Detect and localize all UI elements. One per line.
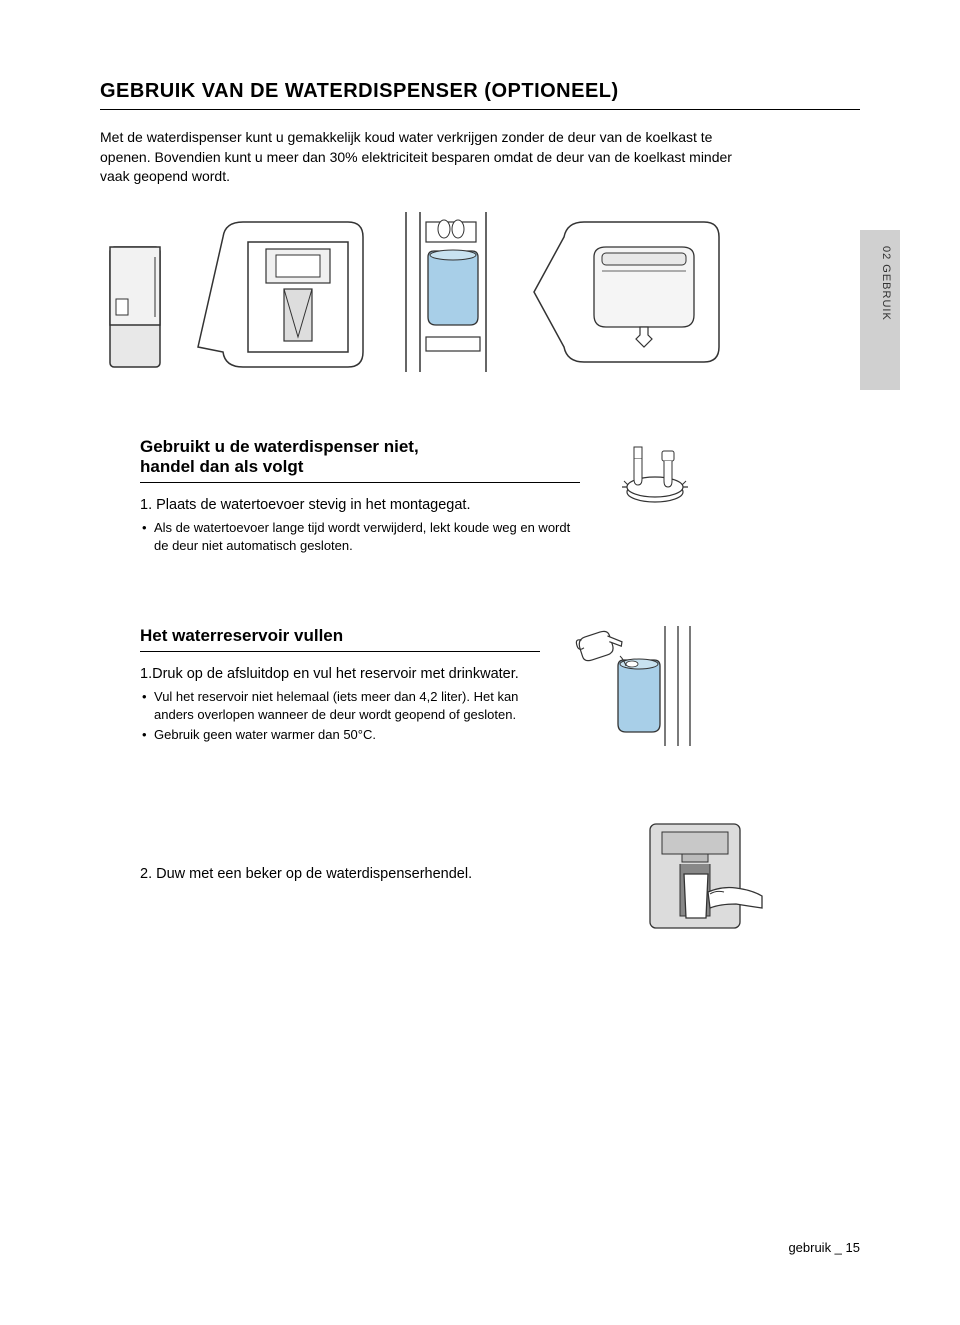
chapter-tab-label: 02 GEBRUIK xyxy=(880,246,892,321)
tank-callout-icon xyxy=(524,207,724,377)
intro-paragraph: Met de waterdispenser kunt u gemakkelijk… xyxy=(100,128,740,187)
section-not-using-dispenser: Gebruikt u de waterdispenser niet, hande… xyxy=(140,437,700,556)
section1-step1: 1. Plaats de watertoevoer stevig in het … xyxy=(140,495,580,515)
push-lever-icon xyxy=(640,816,770,936)
section-fill-reservoir: Het waterreservoir vullen 1.Druk op de a… xyxy=(140,626,700,746)
section2-heading: Het waterreservoir vullen xyxy=(140,626,540,652)
page-footer: gebruik _ 15 xyxy=(788,1240,860,1255)
dispenser-callout-icon xyxy=(188,207,368,377)
filling-reservoir-icon xyxy=(570,626,700,746)
section1-heading-line1: Gebruikt u de waterdispenser niet, xyxy=(140,437,419,456)
mounting-hole-icon xyxy=(610,437,700,527)
section3-step2: 2. Duw met een beker op de waterdispense… xyxy=(140,864,610,884)
section1-heading: Gebruikt u de waterdispenser niet, hande… xyxy=(140,437,580,483)
section2-bullet2: Gebruik geen water warmer dan 50°C. xyxy=(140,726,540,744)
section1-heading-line2: handel dan als volgt xyxy=(140,457,303,476)
fridge-icon xyxy=(100,237,170,377)
door-interior-icon xyxy=(386,207,506,377)
section2-bullet1: Vul het reservoir niet helemaal (iets me… xyxy=(140,688,540,723)
section2-step1: 1.Druk op de afsluitdop en vul het reser… xyxy=(140,664,540,684)
overview-diagrams xyxy=(100,207,860,377)
section-push-lever: 2. Duw met een beker op de waterdispense… xyxy=(140,816,860,936)
section1-bullet1: Als de watertoevoer lange tijd wordt ver… xyxy=(140,519,580,554)
page-title: GEBRUIK VAN DE WATERDISPENSER (OPTIONEEL… xyxy=(100,80,860,110)
